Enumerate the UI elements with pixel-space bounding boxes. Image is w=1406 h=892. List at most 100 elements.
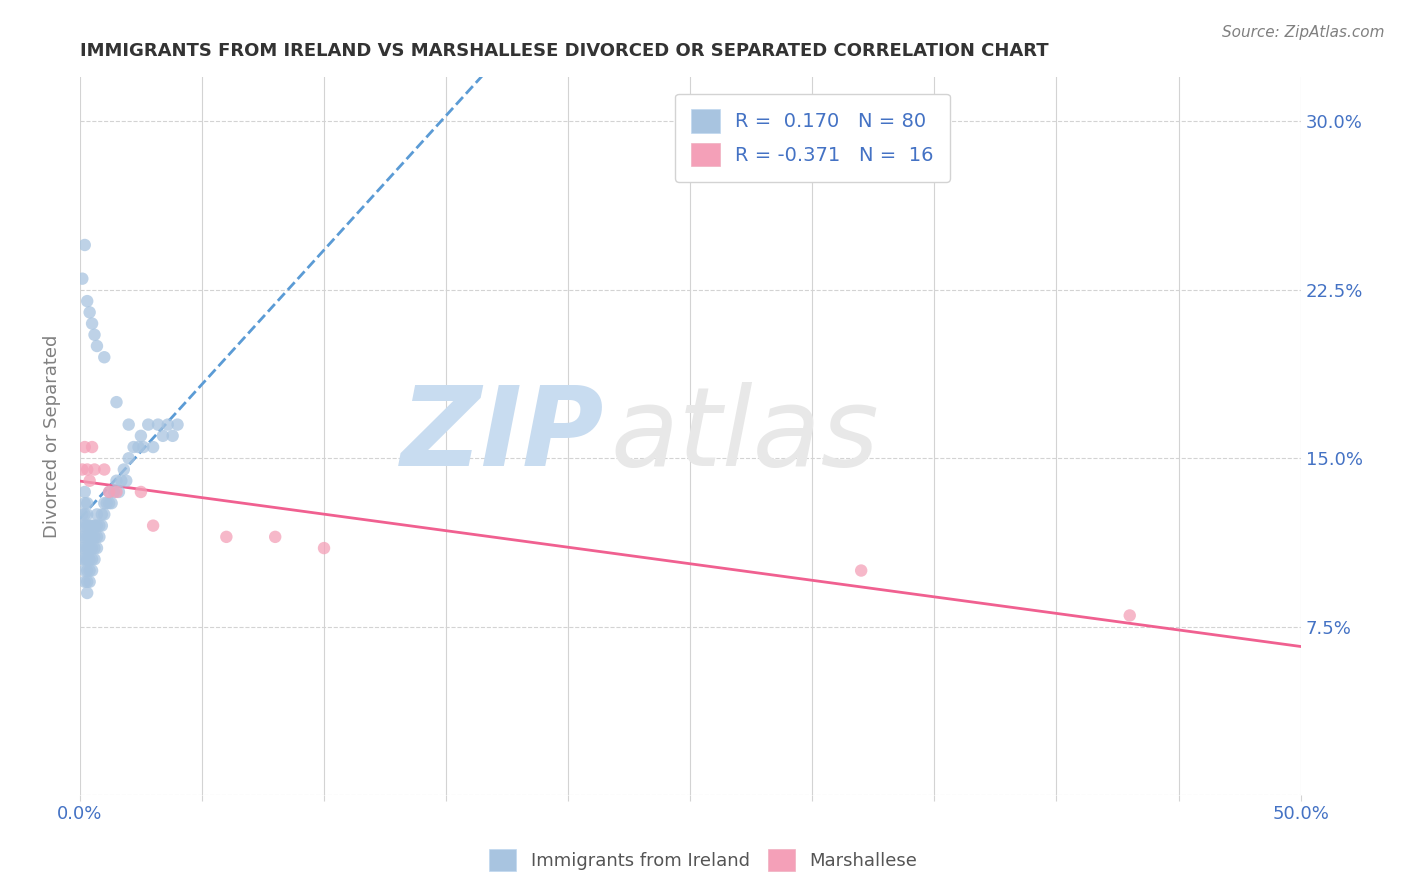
Point (98, 485, 121, 500)
Point (80, 564, 103, 578)
Point (89, 530, 111, 544)
Point (73, 574, 96, 589)
Point (156, 417, 179, 432)
Point (93, 508, 115, 522)
Point (127, 440, 149, 454)
Point (162, 429, 184, 443)
Point (76, 564, 98, 578)
Point (80, 518, 103, 533)
Point (79, 574, 101, 589)
Point (166, 417, 188, 432)
Point (132, 440, 155, 454)
Point (122, 440, 145, 454)
Point (115, 474, 138, 488)
Point (79, 305, 101, 319)
Point (90, 518, 112, 533)
Point (90, 508, 112, 522)
Point (215, 530, 238, 544)
Point (98, 485, 121, 500)
Point (76, 574, 98, 589)
Point (80, 552, 103, 566)
Point (73, 564, 96, 578)
Point (93, 462, 115, 476)
Point (83, 462, 105, 476)
Point (72, 508, 94, 522)
Point (100, 496, 122, 510)
Point (73, 496, 96, 510)
Point (86, 518, 108, 533)
Point (849, 564, 872, 578)
Point (152, 429, 174, 443)
Point (86, 508, 108, 522)
Point (83, 530, 105, 544)
Point (76, 496, 98, 510)
Text: IMMIGRANTS FROM IRELAND VS MARSHALLESE DIVORCED OR SEPARATED CORRELATION CHART: IMMIGRANTS FROM IRELAND VS MARSHALLESE D… (80, 42, 1049, 60)
Point (73, 485, 96, 500)
Point (98, 496, 121, 510)
Point (83, 552, 105, 566)
Legend: Immigrants from Ireland, Marshallese: Immigrants from Ireland, Marshallese (482, 842, 924, 879)
Point (73, 508, 96, 522)
Point (96, 496, 118, 510)
Point (86, 541, 108, 555)
Point (79, 518, 101, 533)
Point (73, 530, 96, 544)
Point (83, 327, 105, 342)
Point (73, 440, 96, 454)
Point (76, 462, 98, 476)
Point (80, 530, 103, 544)
Point (1119, 608, 1142, 623)
Point (76, 294, 98, 309)
Point (76, 586, 98, 600)
Point (79, 530, 101, 544)
Point (142, 518, 165, 533)
Point (72, 271, 94, 285)
Point (83, 541, 105, 555)
Point (146, 417, 169, 432)
Point (72, 462, 94, 476)
Text: atlas: atlas (610, 383, 880, 490)
Point (80, 317, 103, 331)
Point (72, 518, 94, 533)
Point (76, 508, 98, 522)
Point (89, 518, 111, 533)
Point (118, 451, 141, 466)
Legend: R =  0.170   N = 80, R = -0.371   N =  16: R = 0.170 N = 80, R = -0.371 N = 16 (675, 94, 949, 182)
Point (76, 541, 98, 555)
Point (86, 530, 108, 544)
Point (105, 485, 128, 500)
Point (79, 541, 101, 555)
Point (110, 474, 132, 488)
Point (86, 339, 108, 353)
Point (312, 541, 335, 555)
Point (73, 238, 96, 252)
Point (129, 485, 152, 500)
Point (79, 564, 101, 578)
Point (76, 552, 98, 566)
Point (129, 429, 152, 443)
Point (73, 518, 96, 533)
Point (72, 552, 94, 566)
Point (76, 530, 98, 544)
Point (118, 417, 141, 432)
Point (93, 496, 115, 510)
Point (264, 530, 287, 544)
Point (83, 518, 105, 533)
Point (73, 552, 96, 566)
Point (136, 417, 159, 432)
Point (80, 440, 103, 454)
Point (108, 485, 131, 500)
Point (73, 541, 96, 555)
Text: Source: ZipAtlas.com: Source: ZipAtlas.com (1222, 25, 1385, 40)
Text: ZIP: ZIP (401, 383, 605, 490)
Point (80, 541, 103, 555)
Point (105, 395, 128, 409)
Point (79, 552, 101, 566)
Point (105, 474, 128, 488)
Point (112, 462, 135, 476)
Point (142, 440, 165, 454)
Point (76, 518, 98, 533)
Point (93, 350, 115, 364)
Point (79, 474, 101, 488)
Point (72, 541, 94, 555)
